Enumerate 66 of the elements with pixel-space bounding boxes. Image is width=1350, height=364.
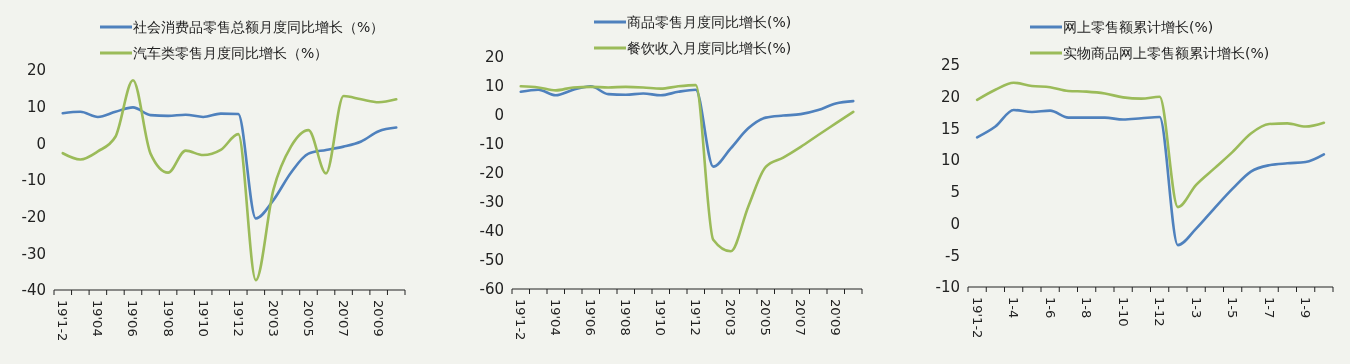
line-series: [519, 83, 855, 253]
y-tick-label: 15: [940, 119, 960, 138]
x-tick-label: 19'12: [230, 300, 246, 337]
line-series: [519, 84, 855, 168]
y-tick-label: 20: [26, 61, 46, 80]
y-tick-label: 10: [940, 151, 960, 170]
y-tick-label: 20: [940, 87, 960, 106]
x-tick-label: 19'1-2: [55, 300, 71, 342]
x-tick-label: 19'04: [548, 299, 564, 336]
x-tick-label: 20'07: [793, 299, 809, 336]
y-tick-label: -10: [935, 278, 960, 297]
x-tick-label: 19'06: [125, 300, 141, 337]
x-tick-label: 19'1-2: [969, 297, 985, 339]
y-tick-label: -30: [21, 244, 46, 263]
x-tick-label: 1-8: [1079, 297, 1095, 319]
y-tick-label: 10: [484, 77, 504, 96]
legend-label: 商品零售月度同比增长(%): [627, 13, 792, 30]
x-tick-label: 19'10: [653, 299, 669, 336]
x-tick-label: 20'05: [300, 300, 316, 337]
x-tick-label: 19'04: [90, 300, 106, 337]
y-tick-label: -20: [21, 207, 46, 226]
x-tick-label: 20'03: [723, 299, 739, 336]
line-series: [61, 78, 398, 282]
line-series: [61, 106, 398, 220]
x-tick-label: 19'06: [583, 299, 599, 336]
y-tick-label: -5: [945, 246, 960, 265]
y-tick-label: 0: [494, 106, 504, 125]
y-tick-label: 10: [26, 97, 46, 116]
x-tick-label: 19'12: [688, 299, 704, 336]
x-tick-label: 20'05: [758, 299, 774, 336]
y-tick-label: 0: [950, 214, 960, 233]
y-tick-label: 20: [484, 48, 504, 67]
x-tick-label: 1-5: [1225, 297, 1241, 319]
y-tick-label: -30: [479, 193, 504, 212]
x-tick-label: 1-7: [1261, 297, 1277, 319]
x-tick-label: 19'1-2: [513, 299, 529, 341]
y-tick-label: -40: [479, 222, 504, 241]
legend-label: 餐饮收入月度同比增长(%): [627, 39, 792, 56]
x-tick-label: 1-9: [1298, 297, 1314, 319]
x-tick-label: 1-10: [1115, 297, 1131, 327]
y-tick-label: -20: [479, 164, 504, 183]
x-tick-label: 20'09: [828, 299, 844, 336]
y-tick-label: -10: [479, 135, 504, 154]
y-tick-label: 25: [940, 56, 960, 75]
legend-label: 实物商品网上零售额累计增长(%): [1063, 44, 1270, 61]
y-tick-label: 0: [36, 134, 46, 153]
legend-label: 汽车类零售月度同比增长（%）: [133, 44, 329, 61]
x-tick-label: 20'09: [371, 300, 387, 337]
legend-label: 社会消费品零售总额月度同比增长（%）: [133, 18, 385, 35]
x-tick-label: 1-3: [1188, 297, 1204, 319]
x-tick-label: 19'10: [195, 300, 211, 337]
y-tick-label: -10: [21, 171, 46, 190]
legend-label: 网上零售额累计增长(%): [1063, 18, 1214, 35]
y-tick-label: -60: [479, 280, 504, 299]
y-tick-label: -40: [21, 281, 46, 300]
y-tick-label: -50: [479, 251, 504, 270]
line-series: [975, 81, 1326, 209]
x-tick-label: 19'08: [618, 299, 634, 336]
x-tick-label: 1-4: [1006, 297, 1022, 319]
x-tick-label: 20'03: [265, 300, 281, 337]
x-tick-label: 19'08: [160, 300, 176, 337]
line-series: [975, 108, 1326, 247]
x-tick-label: 1-12: [1152, 297, 1168, 327]
x-tick-label: 20'07: [336, 300, 352, 337]
x-tick-label: 1-6: [1042, 297, 1058, 319]
y-tick-label: 5: [950, 183, 960, 202]
